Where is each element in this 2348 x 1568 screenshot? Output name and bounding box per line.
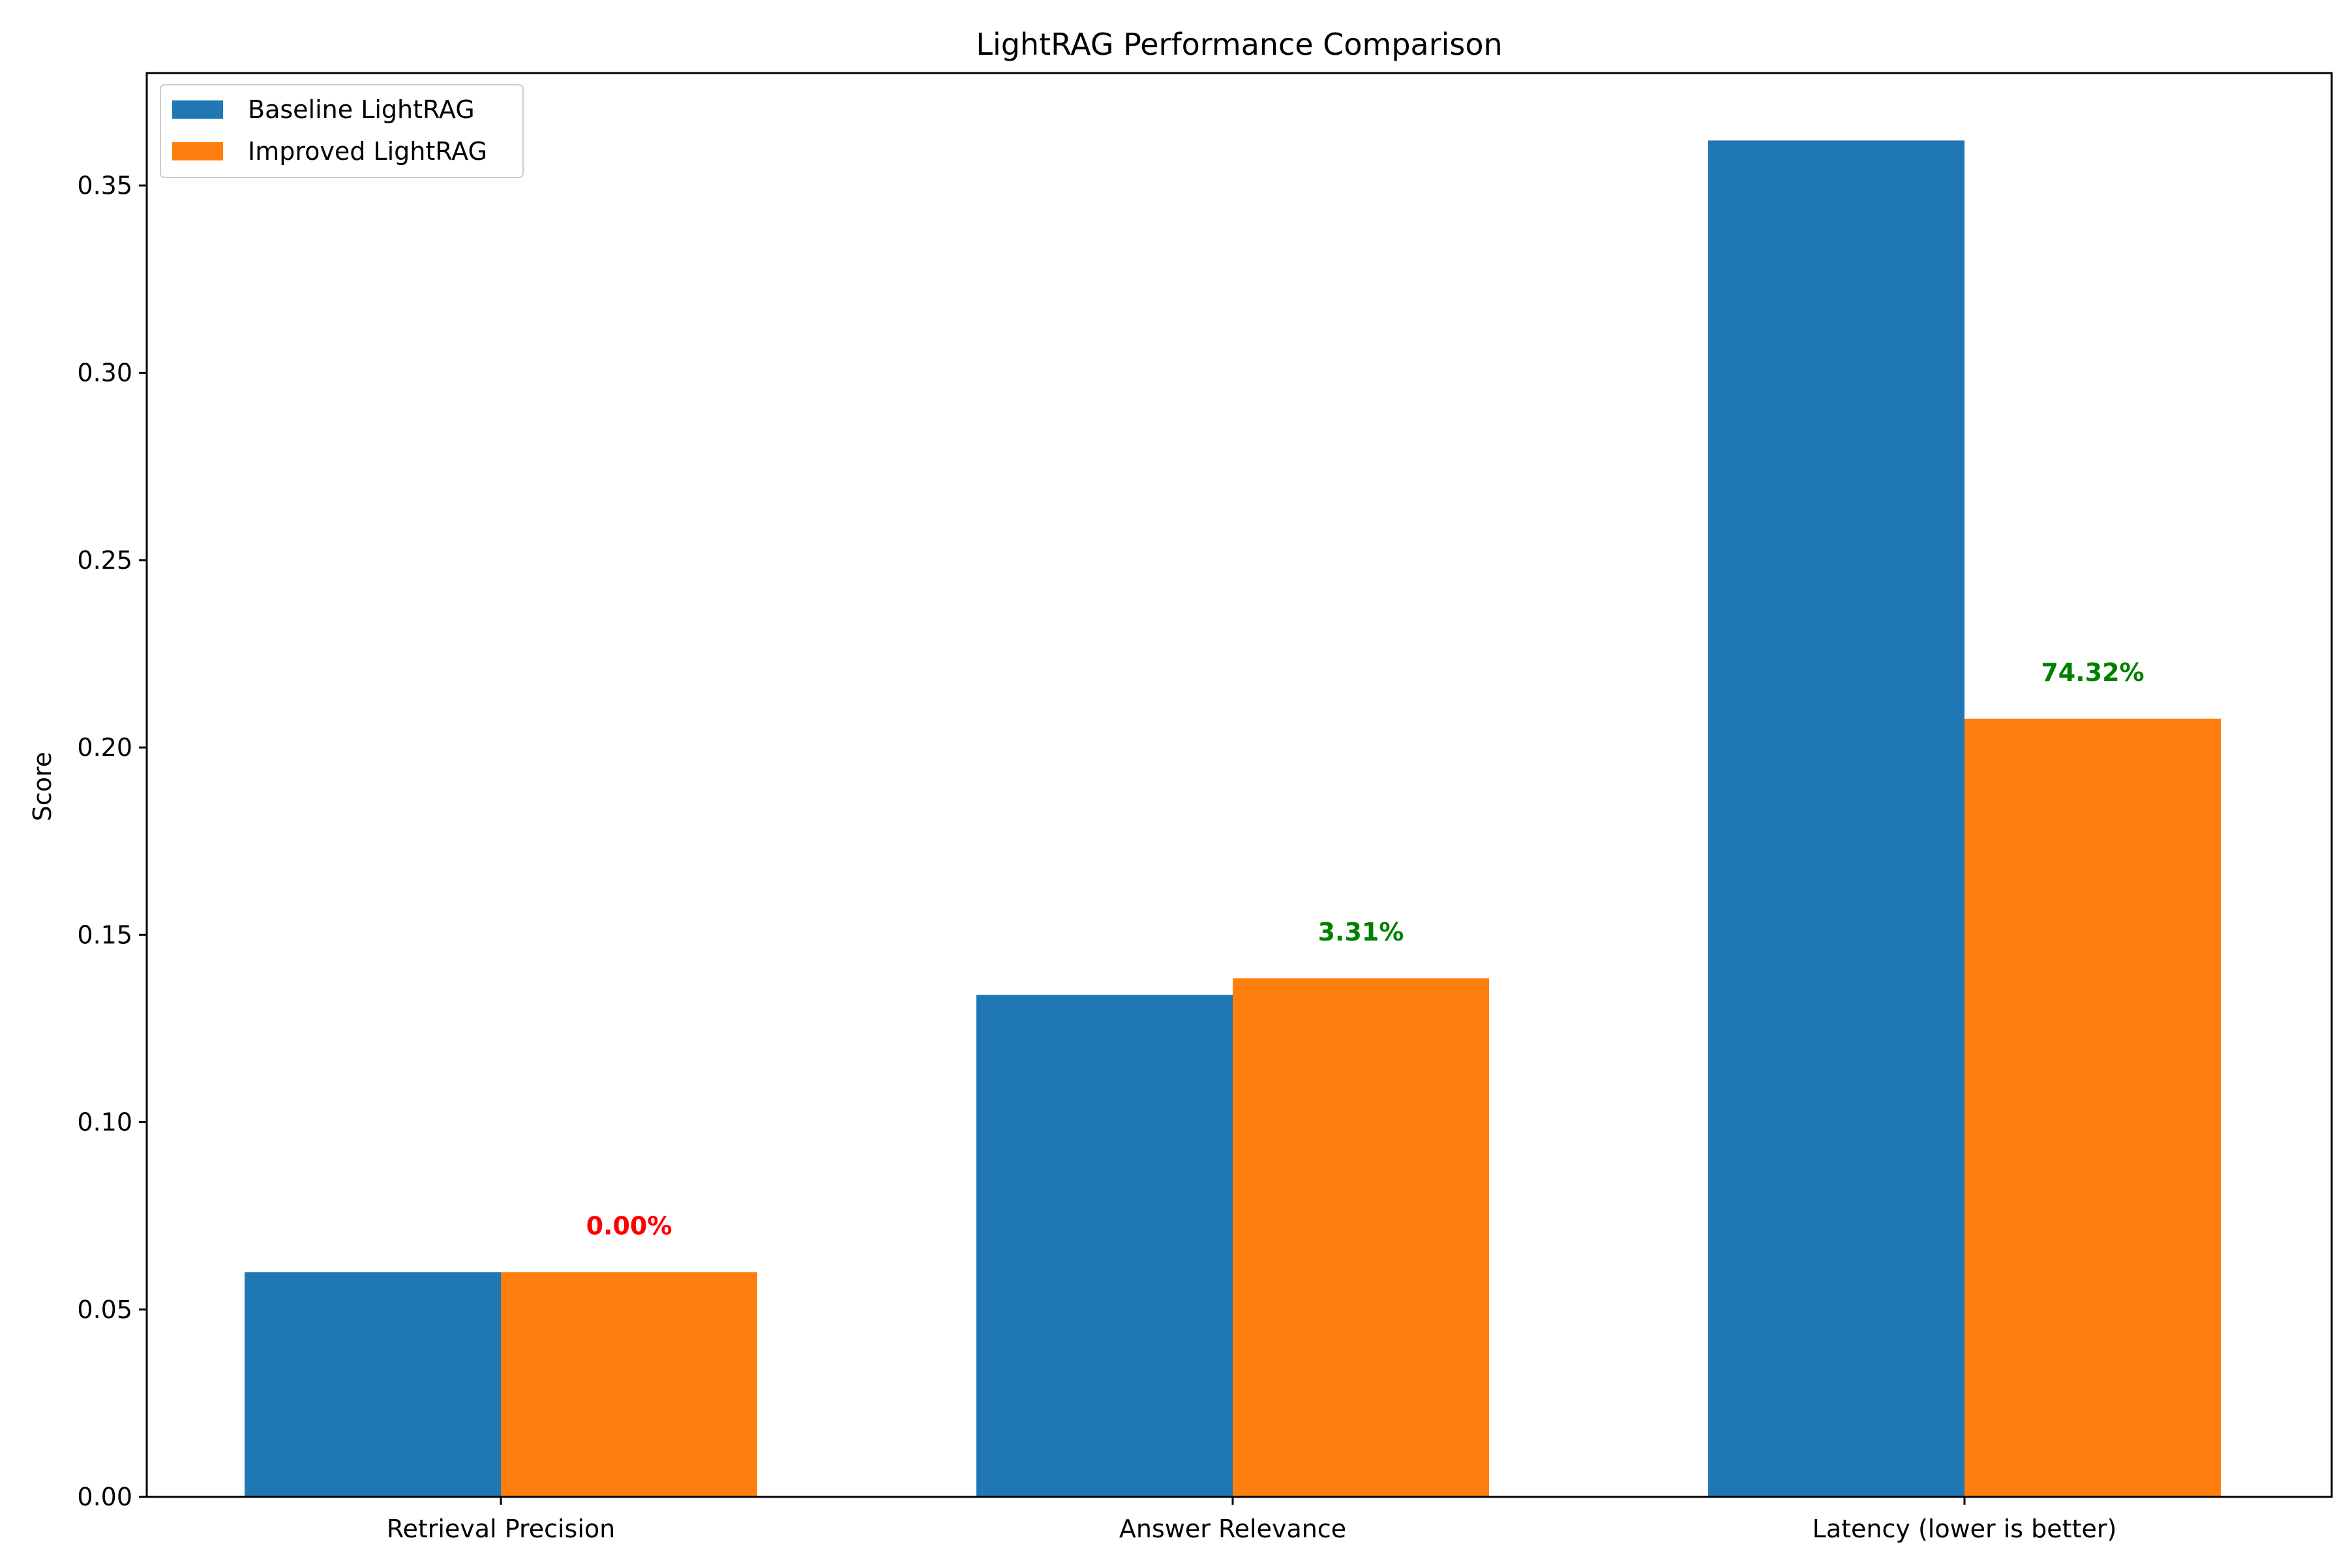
legend-label-1: Improved LightRAG: [248, 137, 487, 166]
bar-baseline-1: [976, 995, 1233, 1497]
y-tick-label-5: 0.25: [77, 546, 132, 575]
bar-improved-1: [1233, 978, 1489, 1497]
y-tick-label-6: 0.30: [77, 359, 132, 387]
x-tick-label-1: Answer Relevance: [1119, 1515, 1346, 1543]
y-tick-label-7: 0.35: [77, 171, 132, 200]
annotations-layer: 0.00% 3.31% 74.32%: [586, 658, 2145, 1240]
bar-baseline-2: [1708, 140, 1964, 1497]
plot-frame: [145, 72, 2333, 1498]
chart-title: LightRAG Performance Comparison: [976, 27, 1502, 62]
legend-box: [160, 84, 524, 178]
bar-improved-0: [501, 1272, 757, 1497]
legend-label-0: Baseline LightRAG: [248, 95, 475, 124]
bar-baseline-0: [245, 1272, 501, 1497]
y-tick-label-0: 0.00: [77, 1483, 132, 1511]
x-tick-label-2: Latency (lower is better): [1813, 1515, 2117, 1543]
y-tick-label-2: 0.10: [77, 1108, 132, 1137]
x-tick-label-0: Retrieval Precision: [387, 1515, 616, 1543]
bar-improved-2: [1964, 718, 2221, 1497]
y-axis-label: Score: [28, 752, 57, 821]
bars-layer: [245, 140, 2221, 1497]
improvement-label-2: 74.32%: [2041, 658, 2144, 687]
legend-swatch-0: [172, 100, 223, 119]
legend: Baseline LightRAG Improved LightRAG: [160, 84, 524, 178]
legend-swatch-1: [172, 142, 223, 160]
y-tick-label-1: 0.05: [77, 1295, 132, 1324]
y-tick-label-3: 0.15: [77, 920, 132, 949]
improvement-label-0: 0.00%: [586, 1211, 672, 1240]
y-tick-label-4: 0.20: [77, 733, 132, 762]
improvement-label-1: 3.31%: [1318, 918, 1404, 946]
ticks-layer: Retrieval Precision Answer Relevance Laten…: [77, 171, 2116, 1543]
